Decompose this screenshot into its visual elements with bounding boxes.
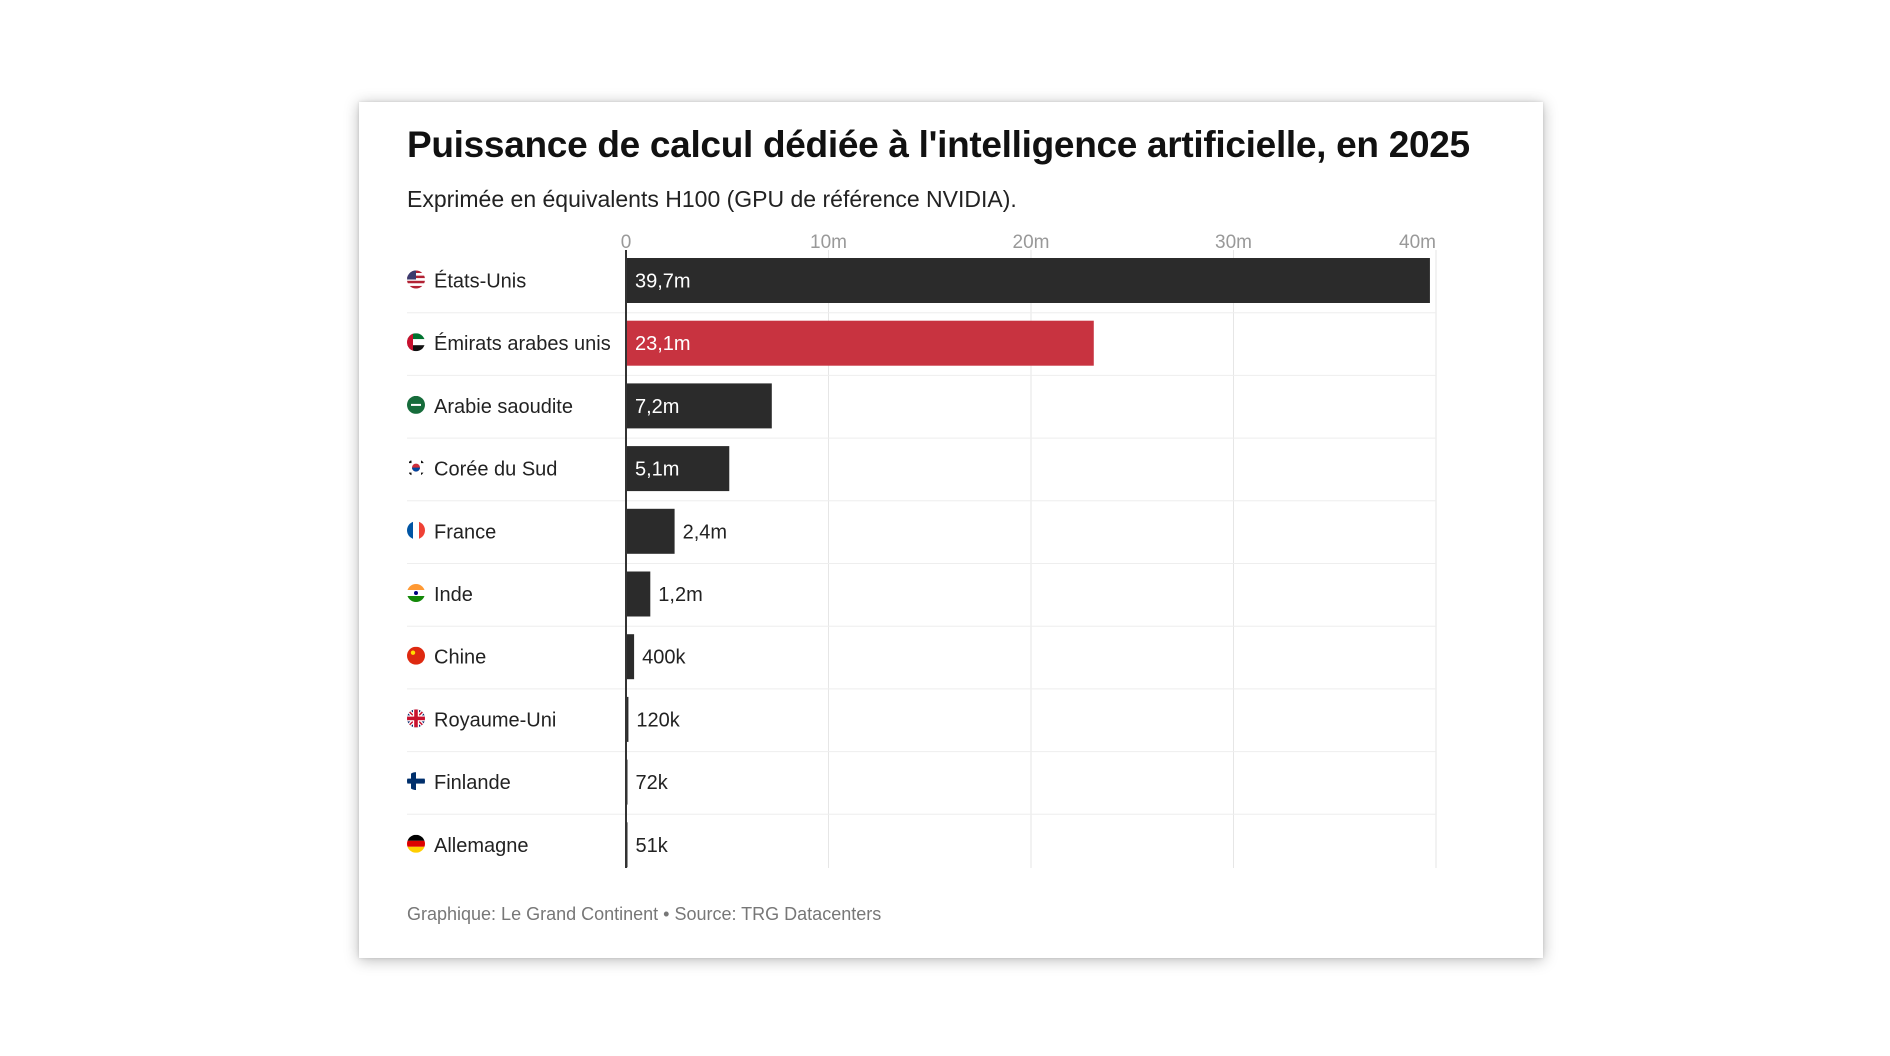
bar-highlight (626, 320, 1094, 366)
bar (626, 696, 629, 742)
ae-flag-icon (407, 333, 425, 352)
chart-card (359, 102, 1543, 958)
cn-flag-icon (407, 646, 425, 665)
x-tick-label: 10m (810, 232, 847, 253)
value-label: 51k (636, 835, 669, 857)
kr-flag-icon (407, 458, 425, 477)
us-flag-icon (407, 270, 425, 289)
sa-flag-icon (407, 395, 425, 414)
gb-flag-icon (407, 709, 425, 728)
category-label: France (434, 521, 496, 543)
category-label: Royaume-Uni (434, 709, 556, 731)
category-label: Arabie saoudite (434, 396, 573, 418)
bar (626, 508, 675, 554)
value-label: 39,7m (635, 271, 691, 293)
x-tick-label: 20m (1013, 232, 1050, 253)
bar (626, 383, 772, 429)
bar (626, 446, 730, 492)
category-label: Corée du Sud (434, 459, 557, 481)
x-tick-label: 0 (621, 232, 632, 253)
category-label: Inde (434, 584, 473, 606)
x-tick-label: 40m (1399, 232, 1436, 253)
bar (626, 258, 1430, 303)
x-tick-label: 30m (1215, 232, 1252, 253)
bar (626, 571, 651, 617)
value-label: 72k (636, 772, 669, 794)
chart-source-footer: Graphique: Le Grand Continent • Source: … (407, 904, 882, 924)
value-label: 2,4m (683, 521, 727, 543)
chart-subtitle: Exprimée en équivalents H100 (GPU de réf… (407, 186, 1017, 212)
de-flag-icon (407, 834, 425, 853)
category-label: Finlande (434, 772, 511, 794)
value-label: 400k (642, 647, 686, 669)
value-label: 23,1m (635, 333, 691, 355)
category-label: États-Unis (434, 270, 526, 293)
value-label: 1,2m (658, 584, 702, 606)
category-label: Allemagne (434, 835, 529, 857)
category-label: Émirats arabes unis (434, 332, 611, 355)
value-label: 7,2m (635, 396, 679, 418)
category-label: Chine (434, 647, 486, 669)
bar (626, 634, 635, 680)
in-flag-icon (407, 584, 425, 602)
value-label: 5,1m (635, 459, 679, 481)
chart-title: Puissance de calcul dédiée à l'intellige… (407, 124, 1470, 165)
value-label: 120k (636, 709, 680, 731)
fr-flag-icon (407, 521, 425, 540)
fi-flag-icon (407, 772, 425, 791)
